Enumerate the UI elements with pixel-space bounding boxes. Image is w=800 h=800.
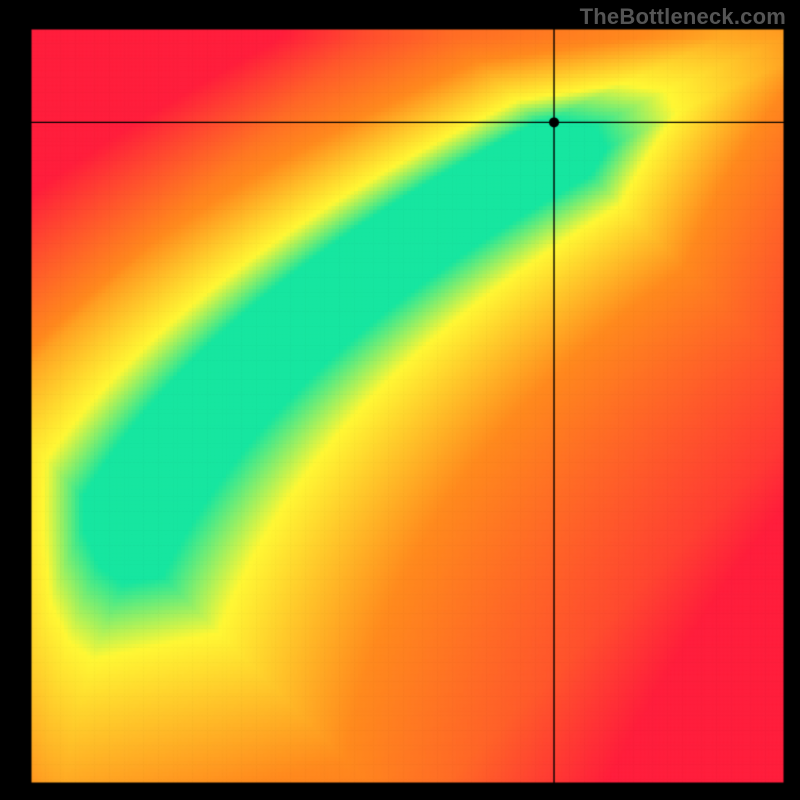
watermark-text: TheBottleneck.com: [580, 4, 786, 30]
heatmap-canvas: [0, 0, 800, 800]
